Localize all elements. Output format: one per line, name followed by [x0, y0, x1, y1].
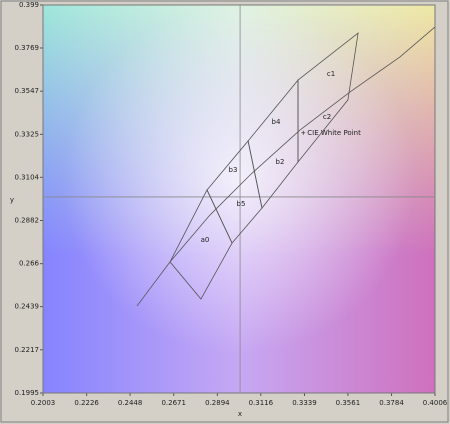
plot-frame — [42, 4, 436, 394]
y-tick-label: 0.2217 — [15, 346, 40, 354]
planckian-locus — [136, 26, 436, 307]
x-tick-label: 0.3784 — [379, 399, 404, 407]
y-tick-label: 0.3769 — [15, 44, 40, 52]
x-tick-label: 0.3339 — [292, 399, 317, 407]
x-tick-label: 0.3116 — [249, 399, 274, 407]
x-tick-label: 0.2003 — [31, 399, 56, 407]
x-tick-label: 0.3561 — [336, 399, 361, 407]
x-axis-label: x — [238, 410, 242, 418]
y-tick-label: 0.3104 — [15, 173, 40, 181]
bin-label: b3 — [229, 166, 238, 174]
x-tick-label: 0.4006 — [423, 399, 448, 407]
y-tick-label: 0.3325 — [15, 130, 40, 138]
bin-label: b5 — [237, 200, 246, 208]
white-point-label: CIE White Point — [307, 129, 361, 137]
x-tick-label: 0.2448 — [118, 399, 143, 407]
bin-label: c1 — [327, 70, 335, 78]
plot-background — [43, 5, 435, 393]
bin-label: b4 — [272, 118, 281, 126]
y-tick-label: 0.3547 — [15, 87, 40, 95]
x-tick-label: 0.2671 — [161, 399, 186, 407]
y-tick-label: 0.2439 — [15, 303, 40, 311]
bin-label: a0 — [201, 236, 210, 244]
bin-outline — [297, 32, 359, 164]
x-tick-label: 0.2226 — [74, 399, 99, 407]
y-tick-label: 0.399 — [19, 1, 39, 9]
y-axis-label: y — [10, 196, 14, 204]
white-point-marker — [301, 130, 306, 135]
bin-label: c2 — [323, 113, 331, 121]
x-tick-label: 0.2894 — [205, 399, 230, 407]
y-tick-label: 0.2882 — [15, 216, 40, 224]
bin-label: b2 — [276, 158, 285, 166]
y-tick-label: 0.266 — [19, 260, 40, 268]
y-tick-label: 0.1995 — [15, 389, 40, 397]
